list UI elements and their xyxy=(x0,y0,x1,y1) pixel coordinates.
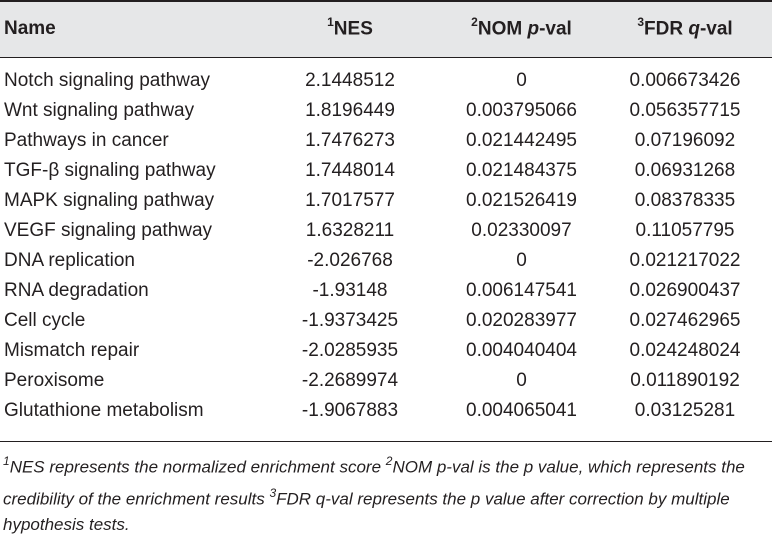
nom-pval-cell: 0.021442495 xyxy=(466,130,577,151)
fdr-qval-cell: 0.021217022 xyxy=(629,250,741,271)
fdr-qval-cell: 0.08378335 xyxy=(634,190,736,211)
nes-cell: -2.0285935 xyxy=(301,340,399,361)
pathway-name-cell: VEGF signaling pathway xyxy=(4,220,213,241)
footnote-text-1: NES represents the normalized enrichment… xyxy=(9,457,386,477)
nes-cell: 2.1448512 xyxy=(305,70,395,91)
table-header-background xyxy=(0,0,772,57)
nom-pval-cell: 0.02330097 xyxy=(471,220,572,241)
nes-cell: -1.93148 xyxy=(312,280,388,301)
fdr-qval-cell: 0.056357715 xyxy=(629,100,741,121)
header-name: Name xyxy=(0,0,255,57)
fdr-qval-cell: 0.027462965 xyxy=(629,310,741,331)
table-row: Mismatch repair -2.0285935 0.004040404 0.02… xyxy=(0,336,772,366)
fdr-qval-cell: 0.11057795 xyxy=(635,220,735,241)
header-nes-label: NES xyxy=(333,18,373,40)
pathway-name-cell: DNA replication xyxy=(4,250,135,271)
fdr-qval-cell: 0.03125281 xyxy=(634,400,736,421)
header-nom-sup: 2 xyxy=(471,15,478,30)
footnote-sup-1: 1 xyxy=(3,454,10,468)
footnote-sup-2: 2 xyxy=(385,454,393,468)
nom-pval-cell: 0.003795066 xyxy=(466,100,577,121)
nes-cell: 1.6328211 xyxy=(305,220,395,241)
nes-cell: -1.9373425 xyxy=(301,310,399,331)
header-fdr-sup: 3 xyxy=(637,15,644,30)
nom-pval-cell: 0.021526419 xyxy=(466,190,577,211)
pathway-name-cell: Cell cycle xyxy=(4,310,86,331)
nes-cell: 1.7448014 xyxy=(305,160,395,181)
table-row: Pathways in cancer 1.7476273 0.021442495 0.… xyxy=(0,126,772,156)
table-row: MAPK signaling pathway 1.7017577 0.0215264… xyxy=(0,186,772,216)
table-footnote: 1NES represents the normalized enrichmen… xyxy=(3,449,769,538)
nom-pval-cell: 0.020283977 xyxy=(466,310,577,331)
pathway-name-cell: Mismatch repair xyxy=(4,340,140,361)
table-top-rule xyxy=(0,0,772,2)
header-name-label: Name xyxy=(4,17,56,39)
pathway-name-cell: Glutathione metabolism xyxy=(4,400,204,421)
fdr-qval-cell: 0.026900437 xyxy=(629,280,741,301)
header-nom-pval: 2NOM p-val xyxy=(445,0,598,57)
table-row: Wnt signaling pathway 1.8196449 0.00379506… xyxy=(0,96,772,126)
footnote-text-2: NOM p-val is the p value, which represen… xyxy=(3,457,745,509)
pathway-name-cell: Notch signaling pathway xyxy=(4,70,210,91)
nes-cell: -2.2689974 xyxy=(301,370,399,391)
table-row: Notch signaling pathway 2.1448512 0 0.00667… xyxy=(0,57,772,96)
table-header-rule xyxy=(0,57,772,58)
header-fdr-qval: 3FDR q-val xyxy=(598,0,772,57)
nom-pval-cell: 0 xyxy=(516,250,527,271)
table-row: VEGF signaling pathway 1.6328211 0.0233009… xyxy=(0,216,772,246)
table-body: Notch signaling pathway 2.1448512 0 0.00667… xyxy=(0,57,772,426)
fdr-qval-cell: 0.011890192 xyxy=(630,370,740,391)
table-row: TGF-β signaling pathway 1.7448014 0.021484… xyxy=(0,156,772,186)
nom-pval-cell: 0 xyxy=(516,370,527,391)
fdr-qval-cell: 0.024248024 xyxy=(629,340,741,361)
fdr-qval-cell: 0.006673426 xyxy=(629,70,741,91)
table-row: Glutathione metabolism -1.9067883 0.004065… xyxy=(0,396,772,426)
pathway-name-cell: RNA degradation xyxy=(4,280,149,301)
pathway-name-cell: MAPK signaling pathway xyxy=(4,190,215,211)
nes-cell: -2.026768 xyxy=(307,250,393,271)
footnote-sup-3: 3 xyxy=(269,485,277,500)
header-fdr-prefix: FDR xyxy=(644,18,689,40)
nom-pval-cell: 0 xyxy=(516,70,527,91)
gsea-results-table: Name 1NES 2NOM p-val 3FDR q-val Notch si… xyxy=(0,0,772,426)
nom-pval-cell: 0.004065041 xyxy=(466,400,577,421)
header-nes-sup: 1 xyxy=(327,15,334,30)
header-fdr-suffix: -val xyxy=(699,18,733,40)
nes-cell: 1.7017577 xyxy=(305,190,395,211)
table-row: Peroxisome -2.2689974 0 0.011890192 xyxy=(0,366,772,396)
table-row: DNA replication -2.026768 0 0.021217022 xyxy=(0,246,772,276)
pathway-name-cell: Wnt signaling pathway xyxy=(4,100,195,121)
pathway-name-cell: Peroxisome xyxy=(4,370,105,391)
header-nes: 1NES xyxy=(255,0,445,57)
nom-pval-cell: 0.006147541 xyxy=(466,280,577,301)
table-row: RNA degradation -1.93148 0.006147541 0.0269… xyxy=(0,276,772,306)
nom-pval-cell: 0.004040404 xyxy=(466,340,577,361)
header-fdr-italic: q xyxy=(688,18,700,40)
fdr-qval-cell: 0.07196092 xyxy=(634,130,736,151)
header-nom-italic: p xyxy=(527,18,540,40)
nes-cell: -1.9067883 xyxy=(301,400,399,421)
table-row: Cell cycle -1.9373425 0.020283977 0.0274629… xyxy=(0,306,772,336)
header-nom-prefix: NOM xyxy=(477,18,528,40)
table-bottom-rule xyxy=(0,441,772,442)
nes-cell: 1.8196449 xyxy=(305,100,395,121)
nes-cell: 1.7476273 xyxy=(305,130,395,151)
pathway-name-cell: TGF-β signaling pathway xyxy=(4,160,216,181)
fdr-qval-cell: 0.06931268 xyxy=(634,160,736,181)
header-nom-suffix: -val xyxy=(539,18,572,40)
nom-pval-cell: 0.021484375 xyxy=(466,160,577,181)
pathway-name-cell: Pathways in cancer xyxy=(4,130,169,151)
table-header-row: Name 1NES 2NOM p-val 3FDR q-val xyxy=(0,0,772,57)
